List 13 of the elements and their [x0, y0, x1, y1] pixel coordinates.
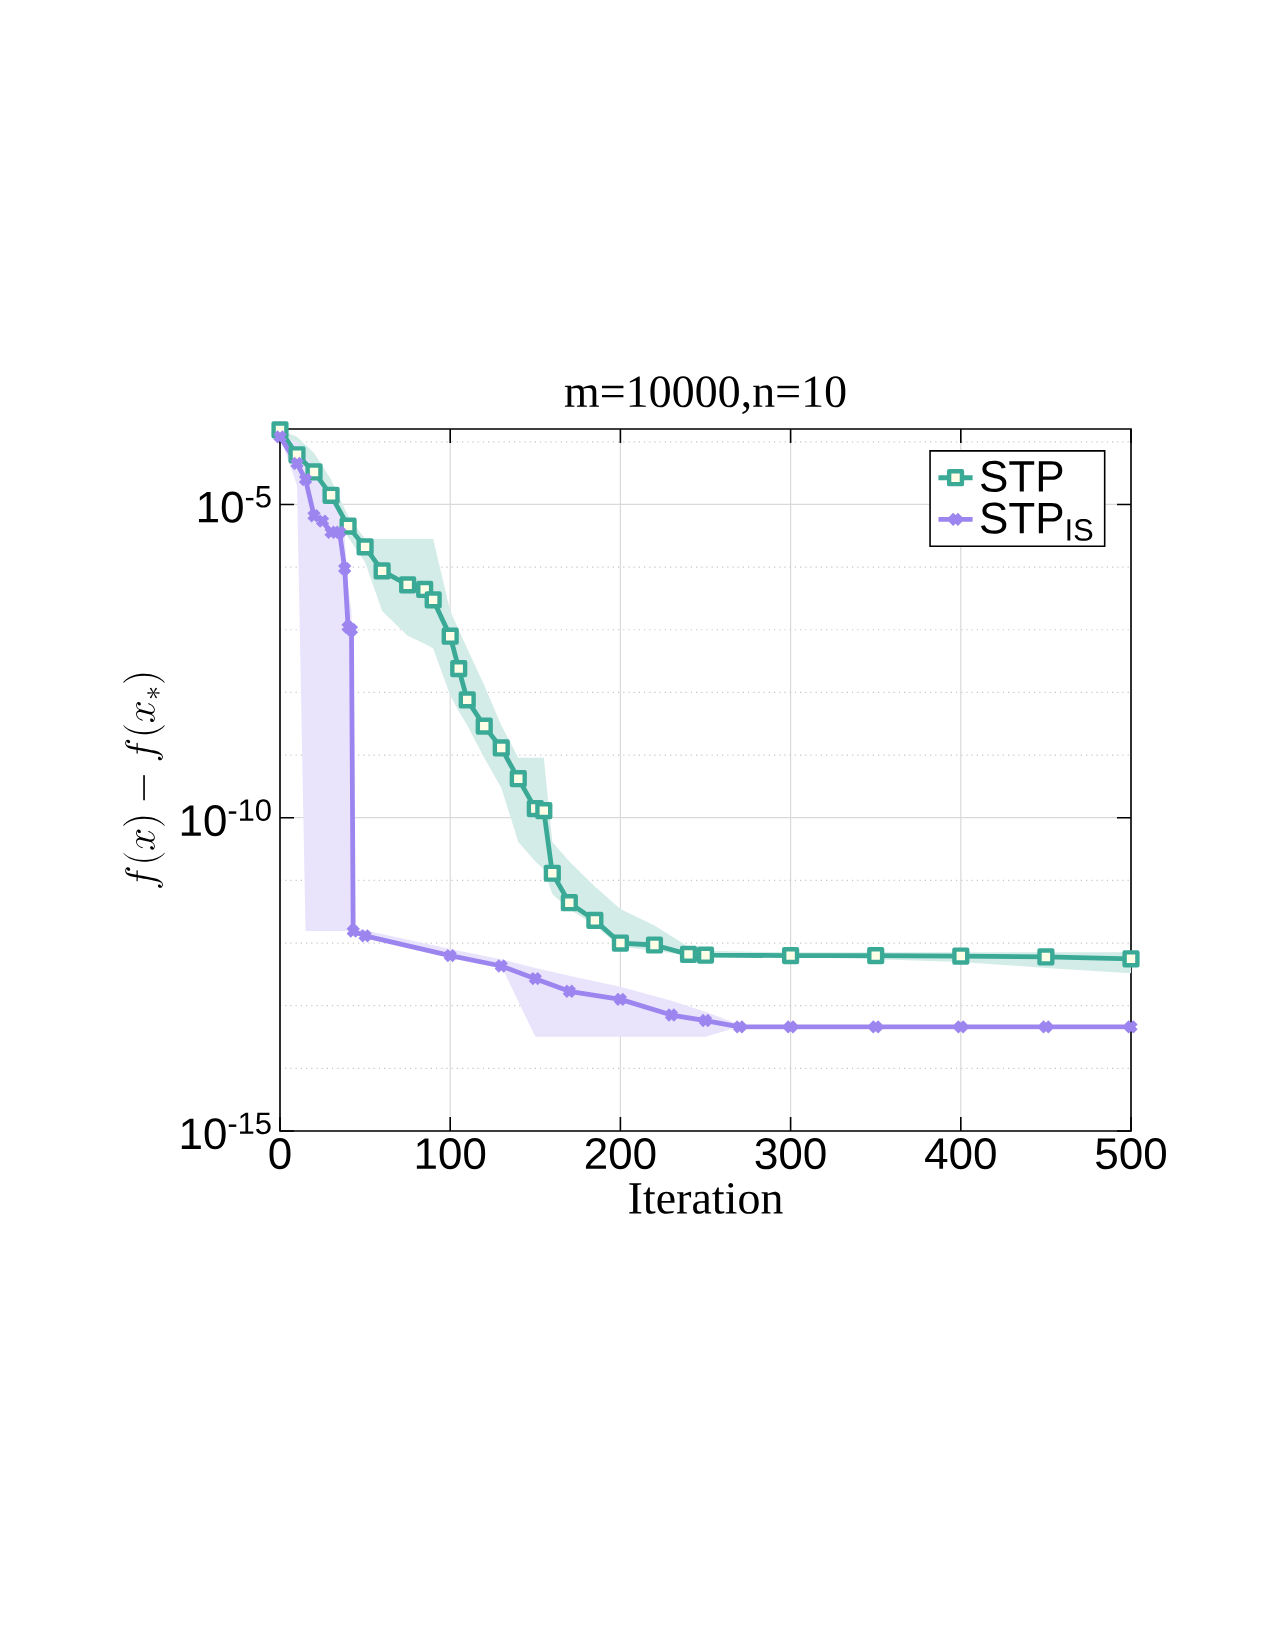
y-tick-label: 10$^{-10}$ — [181, 799, 271, 837]
x-tick-label: 0 — [269, 1138, 291, 1170]
legend-label: STP — [981, 460, 1063, 493]
x-tick-label: 100 — [416, 1138, 486, 1170]
chart-title: m=10000,n=10 — [564, 376, 846, 414]
y-axis-title: $f(x) - f(x_*)$ — [123, 673, 165, 888]
legend-label: STP$_{IS}$ — [981, 502, 1093, 541]
x-tick-label: 300 — [755, 1138, 826, 1170]
x-tick-label: 400 — [925, 1138, 996, 1170]
x-tick-label: 200 — [585, 1138, 656, 1170]
y-tick-label: 10$^{-5}$ — [198, 486, 271, 523]
x-axis-title: Iteration — [629, 1182, 783, 1214]
x-tick-label: 500 — [1096, 1138, 1166, 1170]
